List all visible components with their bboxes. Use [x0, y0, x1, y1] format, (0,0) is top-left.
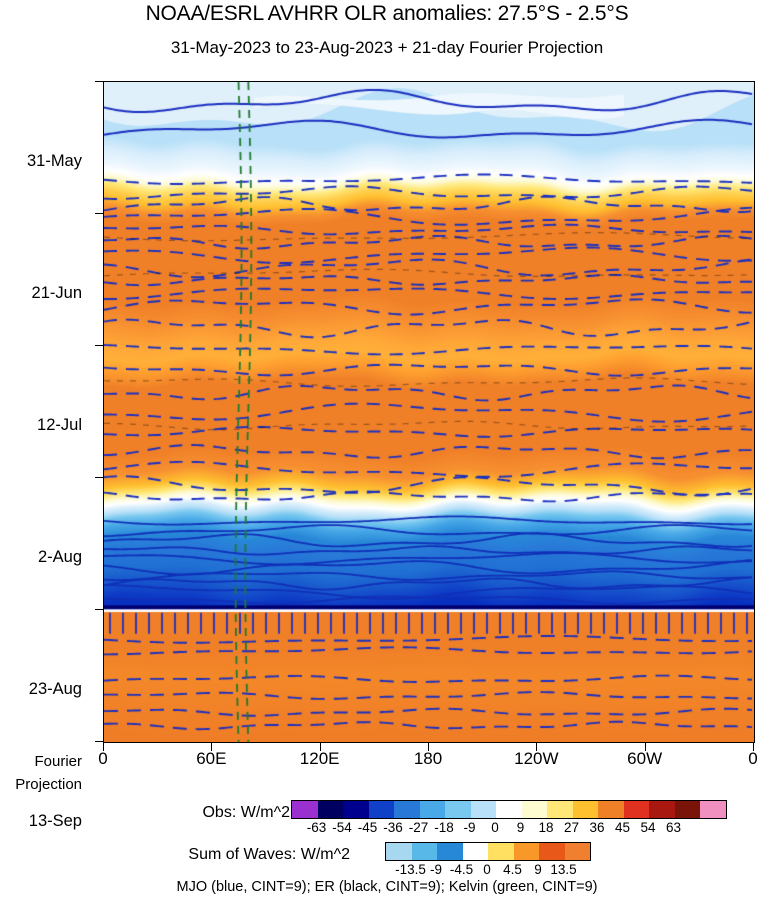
- fourier-projection-label-line1: Fourier: [34, 753, 82, 771]
- colorbar-tick-label: 13.5: [550, 862, 577, 877]
- colorbar-tick-label: -27: [408, 820, 429, 835]
- x-axis-tick-label: 180: [413, 749, 443, 768]
- colorbar-tick-label: 27: [563, 820, 580, 835]
- colorbar-swatch: [419, 801, 445, 818]
- colorbar-swatch: [437, 843, 463, 860]
- colorbar-tick-label: 0: [491, 820, 499, 835]
- x-axis-tick: [211, 742, 213, 751]
- x-axis-tick: [428, 742, 429, 751]
- x-axis-tick: [753, 742, 754, 751]
- colorbar-swatch: [445, 801, 471, 818]
- colorbar-tick-label: -45: [357, 820, 378, 835]
- x-axis-tick: [103, 742, 104, 751]
- colorbar-swatch: [513, 843, 539, 860]
- y-axis-tick: [95, 345, 104, 346]
- colorbar-swatch: [547, 801, 573, 818]
- colorbar-tick-label: -54: [332, 820, 352, 835]
- chart-footnote: MJO (blue, CINT=9); ER (black, CINT=9); …: [176, 879, 598, 895]
- x-axis-tick: [644, 742, 646, 751]
- colorbar-swatch: [411, 843, 437, 860]
- colorbar-swatch: [488, 843, 514, 860]
- colorbar-swatch: [462, 843, 488, 860]
- x-axis-tick-label: 120E: [299, 749, 340, 768]
- chart-subtitle: 31-May-2023 to 23-Aug-2023 + 21-day Four…: [170, 38, 604, 57]
- x-axis-tick: [536, 742, 538, 751]
- x-axis-tick-label: 120W: [514, 749, 559, 768]
- colorbar-swatch: [317, 801, 343, 818]
- colorbar-swatch: [470, 801, 496, 818]
- x-axis-tick-label: 60W: [627, 749, 663, 768]
- colorbar-swatch: [649, 801, 675, 818]
- colorbar-tick-label: 54: [640, 820, 656, 835]
- colorbar-tick-label: -9: [429, 862, 443, 877]
- obs-colorbar-label: Obs: W/m^2: [202, 804, 290, 821]
- colorbar-swatch: [496, 801, 522, 818]
- hovmoller-canvas: [104, 82, 754, 742]
- colorbar-swatch: [539, 843, 565, 860]
- colorbar-swatch: [700, 801, 726, 818]
- colorbar-swatch: [623, 801, 649, 818]
- fourier-projection-label-line2: Projection: [15, 775, 82, 793]
- y-axis-tick: [95, 609, 104, 610]
- colorbar-tick-label: 36: [589, 820, 605, 835]
- colorbar-swatch: [598, 801, 624, 818]
- colorbar-tick-label: -9: [463, 820, 476, 835]
- colorbar-swatch: [394, 801, 420, 818]
- waves-colorbar-label: Sum of Waves: W/m^2: [188, 846, 350, 863]
- colorbar-tick-label: -63: [306, 820, 327, 835]
- obs-colorbar-ticks: -63 -54 -45 -36 -27 -18 -9 0 9 18 27 36 45 54 63: [291, 820, 725, 835]
- colorbar-swatch: [386, 843, 412, 860]
- colorbar-tick-label: -4.5: [449, 862, 474, 877]
- y-axis-tick-label: 31-May: [26, 152, 82, 170]
- y-axis-tick: [95, 477, 104, 478]
- y-axis-tick-label: 2-Aug: [37, 548, 82, 566]
- y-axis-tick-label: 13-Sep: [28, 812, 82, 830]
- waves-colorbar: [385, 842, 591, 861]
- obs-colorbar: [291, 800, 727, 819]
- hovmoller-plot-area: [103, 81, 755, 743]
- x-axis-tick-label: 60E: [196, 749, 227, 768]
- colorbar-tick-label: 63: [665, 820, 682, 835]
- y-axis-labels: 31-May 21-Jun 12-Jul 2-Aug 23-Aug 13-Sep Fouri…: [0, 81, 96, 830]
- y-axis-tick: [95, 213, 104, 214]
- y-axis-tick-label: 23-Aug: [28, 680, 82, 698]
- colorbar-swatch: [521, 801, 547, 818]
- x-axis-tick-label: 0: [98, 749, 108, 768]
- x-axis-tick: [319, 742, 321, 751]
- colorbar-tick-label: 9: [534, 862, 542, 877]
- colorbar-tick-label: -36: [383, 820, 403, 835]
- colorbar-tick-label: -18: [434, 820, 454, 835]
- colorbar-tick-label: 45: [614, 820, 631, 835]
- colorbar-tick-label: 9: [516, 820, 525, 835]
- colorbar-swatch: [343, 801, 369, 818]
- colorbar-swatch: [572, 801, 598, 818]
- x-axis-labels: 0 60E 120E 180 120W 60W 0: [98, 749, 758, 775]
- colorbar-swatch: [368, 801, 394, 818]
- y-axis-tick-label: 12-Jul: [37, 416, 82, 434]
- y-axis-tick: [95, 741, 104, 742]
- colorbar-swatch: [564, 843, 590, 860]
- colorbar-tick-label: 4.5: [503, 862, 522, 877]
- y-axis-tick: [95, 81, 104, 82]
- chart-title: NOAA/ESRL AVHRR OLR anomalies: 27.5°S - …: [145, 2, 629, 25]
- x-axis-tick-label: 0: [748, 749, 758, 768]
- colorbar-tick-label: 0: [483, 862, 491, 877]
- waves-colorbar-ticks: -13.5 -9 -4.5 0 4.5 9 13.5: [385, 862, 589, 877]
- colorbar-swatch: [674, 801, 700, 818]
- colorbar-tick-label: -13.5: [395, 862, 426, 877]
- y-axis-tick-label: 21-Jun: [31, 284, 82, 302]
- colorbar-tick-label: 18: [538, 820, 554, 835]
- colorbar-swatch: [292, 801, 318, 818]
